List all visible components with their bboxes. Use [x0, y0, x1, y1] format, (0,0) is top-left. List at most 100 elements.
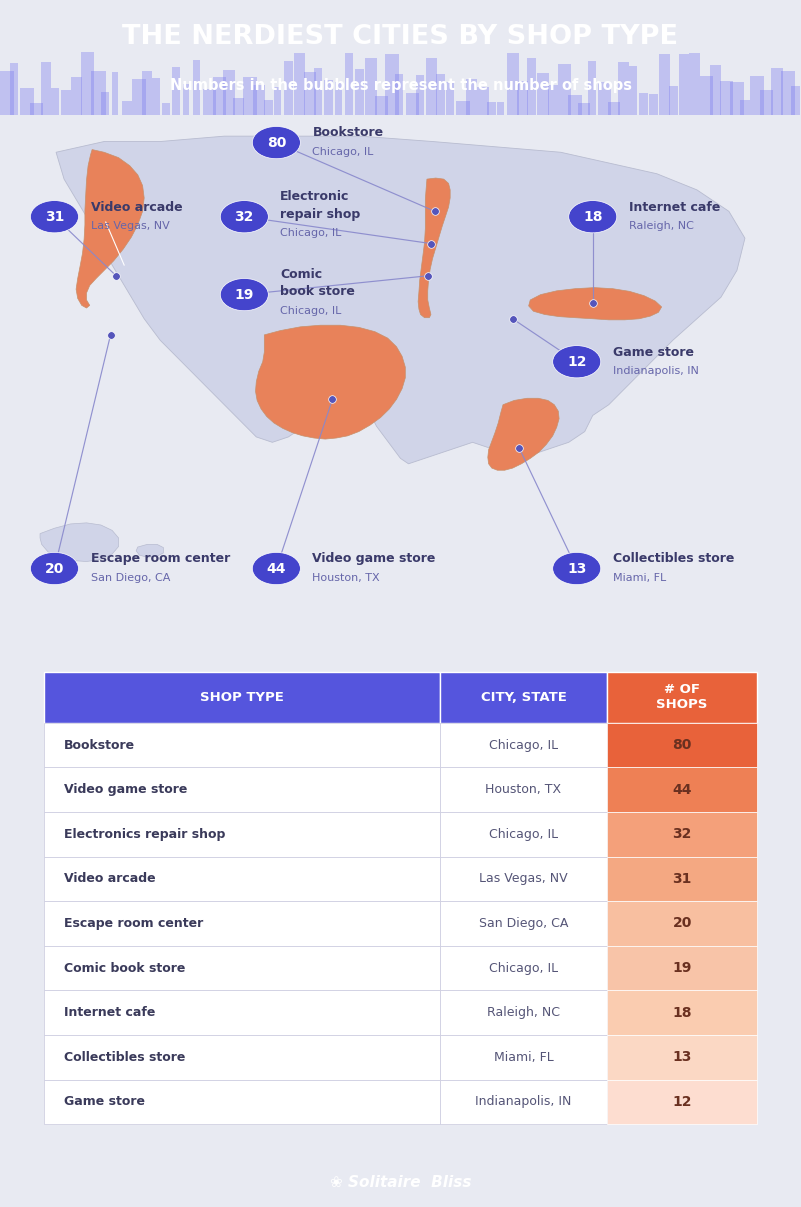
Circle shape: [252, 553, 300, 584]
Text: Internet cafe: Internet cafe: [64, 1007, 155, 1019]
Bar: [578, 103, 590, 115]
Bar: [172, 68, 180, 115]
Bar: [557, 64, 571, 115]
Bar: [61, 91, 70, 115]
Bar: [607, 857, 757, 902]
Polygon shape: [56, 136, 745, 463]
Bar: [203, 89, 216, 115]
Text: 31: 31: [672, 871, 692, 886]
Text: book store: book store: [280, 285, 355, 298]
Bar: [152, 77, 160, 115]
Text: 44: 44: [267, 561, 286, 576]
Text: THE NERDIEST CITIES BY SHOP TYPE: THE NERDIEST CITIES BY SHOP TYPE: [123, 24, 678, 49]
Bar: [102, 92, 109, 115]
Bar: [457, 101, 469, 115]
Circle shape: [553, 553, 601, 584]
Bar: [314, 69, 322, 115]
Bar: [440, 812, 607, 857]
Bar: [44, 1036, 440, 1079]
Bar: [568, 95, 582, 115]
Text: 32: 32: [672, 827, 692, 841]
Bar: [405, 93, 420, 115]
Text: 44: 44: [672, 782, 692, 797]
Bar: [740, 100, 750, 115]
Bar: [355, 69, 364, 115]
Text: Raleigh, NC: Raleigh, NC: [487, 1007, 560, 1019]
Text: Miami, FL: Miami, FL: [613, 573, 666, 583]
Text: Chicago, IL: Chicago, IL: [489, 739, 558, 752]
Polygon shape: [136, 544, 163, 558]
Bar: [466, 80, 477, 115]
Bar: [679, 54, 690, 115]
Bar: [233, 99, 244, 115]
Bar: [193, 60, 200, 115]
Text: # OF
SHOPS: # OF SHOPS: [656, 683, 708, 711]
Bar: [710, 65, 721, 115]
Bar: [608, 103, 620, 115]
Bar: [81, 52, 94, 115]
Bar: [440, 672, 607, 723]
Bar: [497, 101, 504, 115]
Text: Houston, TX: Houston, TX: [485, 783, 562, 797]
Text: Indianapolis, IN: Indianapolis, IN: [613, 367, 698, 377]
Text: repair shop: repair shop: [280, 208, 360, 221]
Text: Video game store: Video game store: [64, 783, 187, 797]
Polygon shape: [40, 523, 119, 561]
Text: Internet cafe: Internet cafe: [629, 200, 720, 214]
Bar: [487, 101, 496, 115]
Text: Video arcade: Video arcade: [91, 200, 182, 214]
Bar: [183, 84, 189, 115]
Text: Bookstore: Bookstore: [312, 127, 384, 140]
Text: Escape room center: Escape room center: [64, 917, 203, 931]
Bar: [659, 54, 670, 115]
Bar: [30, 103, 43, 115]
Bar: [344, 53, 353, 115]
Text: 13: 13: [672, 1050, 692, 1065]
Bar: [142, 71, 152, 115]
Text: Electronic: Electronic: [280, 189, 350, 203]
Bar: [163, 103, 170, 115]
Text: 31: 31: [45, 210, 64, 223]
Bar: [44, 768, 440, 812]
Bar: [426, 58, 437, 115]
Bar: [436, 74, 445, 115]
Bar: [375, 97, 388, 115]
Text: ❀ Solitaire  Bliss: ❀ Solitaire Bliss: [330, 1176, 471, 1190]
Circle shape: [252, 127, 300, 158]
Polygon shape: [418, 179, 450, 317]
Bar: [304, 72, 316, 115]
Text: 32: 32: [235, 210, 254, 223]
Bar: [365, 58, 376, 115]
Bar: [440, 768, 607, 812]
Bar: [416, 75, 424, 115]
Bar: [122, 101, 132, 115]
Text: Video arcade: Video arcade: [64, 873, 155, 886]
Bar: [335, 82, 342, 115]
Bar: [44, 812, 440, 857]
Bar: [385, 54, 399, 115]
Bar: [44, 946, 440, 991]
Text: Chicago, IL: Chicago, IL: [312, 147, 374, 157]
Bar: [440, 991, 607, 1036]
Bar: [669, 86, 678, 115]
Text: SHOP TYPE: SHOP TYPE: [200, 690, 284, 704]
Text: 19: 19: [235, 287, 254, 302]
Text: 18: 18: [672, 1005, 692, 1020]
Text: San Diego, CA: San Diego, CA: [91, 573, 170, 583]
Text: Houston, TX: Houston, TX: [312, 573, 380, 583]
Bar: [10, 63, 18, 115]
Bar: [629, 65, 637, 115]
Text: Game store: Game store: [613, 345, 694, 358]
Text: Raleigh, NC: Raleigh, NC: [629, 221, 694, 232]
Bar: [44, 902, 440, 946]
Bar: [607, 1079, 757, 1124]
Text: 13: 13: [567, 561, 586, 576]
Bar: [588, 62, 596, 115]
Circle shape: [30, 200, 78, 233]
Text: Collectibles store: Collectibles store: [613, 553, 735, 565]
Text: 12: 12: [672, 1095, 692, 1109]
Bar: [607, 812, 757, 857]
Bar: [548, 84, 558, 115]
Bar: [91, 71, 106, 115]
Bar: [440, 946, 607, 991]
